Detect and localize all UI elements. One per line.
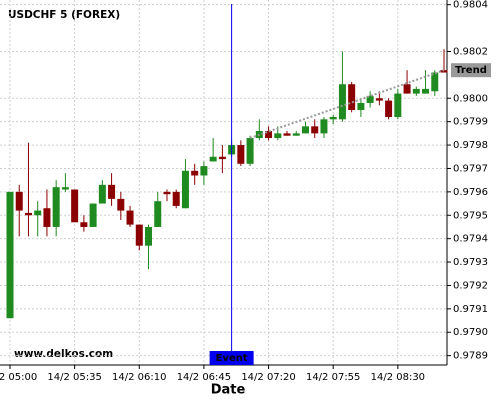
chart-title: USDCHF 5 (FOREX) [8, 9, 120, 21]
x-tick-label: 14/2 06:45 [177, 372, 231, 383]
y-tick-label: 0.9791 [453, 304, 488, 315]
candle-body [34, 210, 42, 216]
candle-body [80, 222, 88, 227]
candle-body [283, 133, 291, 136]
candle-body [191, 170, 199, 176]
candle-body [117, 198, 125, 211]
candle-body [357, 102, 365, 110]
event-label-box [209, 351, 254, 365]
candle-body [431, 72, 439, 92]
y-tick-label: 0.9795 [453, 210, 488, 221]
candle-body [394, 93, 402, 117]
candle-body [311, 126, 319, 134]
candle-body [71, 189, 79, 223]
candle-body [329, 116, 337, 120]
y-tick-label: 0.9804 [453, 0, 488, 11]
y-tick-label: 0.9796 [453, 187, 488, 198]
candle-body [126, 210, 134, 225]
x-tick-label: 14/2 07:20 [241, 372, 295, 383]
candle-body [292, 133, 300, 136]
candle-body [98, 184, 106, 204]
candle-body [163, 191, 171, 195]
candle-body [246, 138, 254, 164]
candle-body [61, 187, 69, 190]
trend-label: Trend [455, 65, 487, 76]
candle-body [52, 187, 60, 227]
y-tick-label: 0.9794 [453, 234, 488, 245]
candle-body [172, 191, 180, 206]
candle-body [209, 156, 217, 162]
candle-body [403, 84, 411, 94]
y-tick-label: 0.9793 [453, 257, 488, 268]
candle-body [375, 98, 383, 101]
y-tick-label: 0.9802 [453, 46, 488, 57]
candle-body [89, 203, 97, 227]
candle-body [237, 145, 245, 164]
trend-label-box [451, 63, 491, 78]
candle-body [135, 224, 143, 246]
candle-body [24, 212, 32, 216]
event-label: Event [216, 353, 248, 364]
x-tick-label: 14/2 07:55 [306, 372, 360, 383]
candle-body [200, 166, 208, 176]
x-tick-label: 14/2 06:10 [112, 372, 166, 383]
watermark: www.delkos.com [14, 348, 113, 360]
candle-body [301, 126, 309, 134]
x-tick-label: 14/2 05:35 [47, 372, 101, 383]
y-tick-label: 0.9798 [453, 140, 488, 151]
candle-body [43, 208, 51, 227]
y-tick-label: 0.9800 [453, 93, 488, 104]
x-axis-label: Date [211, 383, 246, 398]
candle-body [145, 226, 153, 246]
y-tick-label: 0.9789 [453, 351, 488, 362]
x-tick-label: 14/2 05:00 [0, 372, 37, 383]
candle-body [15, 191, 23, 211]
candle-body [320, 119, 328, 134]
candle-body [440, 70, 448, 73]
candle-body [218, 156, 226, 160]
candle-body [422, 88, 430, 94]
y-tick-label: 0.9790 [453, 327, 488, 338]
y-tick-label: 0.9799 [453, 117, 488, 128]
x-tick-label: 14/2 08:30 [371, 372, 425, 383]
candle-body [154, 201, 162, 227]
candle-body [366, 95, 374, 103]
candle-body [338, 84, 346, 120]
candle-body [385, 100, 393, 117]
candle-body [348, 84, 356, 110]
candle-body [6, 191, 14, 319]
candle-body [412, 88, 420, 94]
candle-body [265, 131, 273, 139]
candle-body [108, 184, 116, 199]
y-tick-label: 0.9792 [453, 280, 488, 291]
candle-body [274, 133, 282, 139]
y-tick-label: 0.9797 [453, 163, 488, 174]
candle-body [181, 170, 189, 209]
